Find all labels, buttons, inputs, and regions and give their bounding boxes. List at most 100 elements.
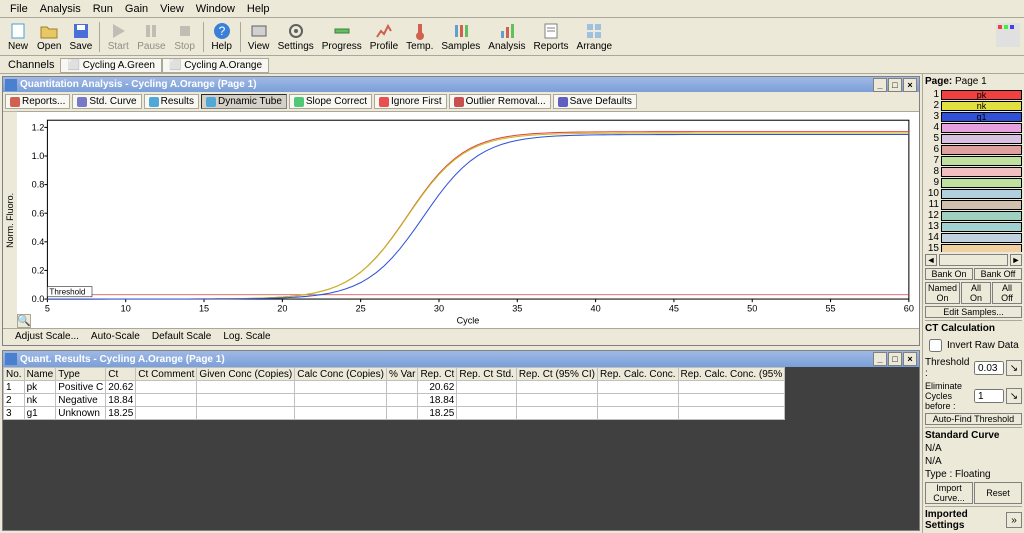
swatch-12[interactable]: 12 [925,210,1022,221]
menu-file[interactable]: File [4,1,34,17]
scale-btn-2[interactable]: Default Scale [152,331,211,342]
col-header[interactable]: Rep. Calc. Conc. (95% [678,368,785,381]
profile-button[interactable]: Profile [367,20,401,53]
amplification-chart[interactable]: 0.00.20.40.60.81.01.25101520253035404550… [17,112,919,328]
col-header[interactable]: % Var [386,368,418,381]
arrange-button[interactable]: Arrange [574,20,616,53]
col-header[interactable]: Ct [106,368,136,381]
close-button[interactable]: × [903,78,917,92]
maximize-button[interactable]: □ [888,78,902,92]
results-button[interactable]: Results [144,94,199,109]
swatch-8[interactable]: 8 [925,166,1022,177]
table-row[interactable]: 2nkNegative18.8418.84 [4,394,785,407]
col-header[interactable]: Rep. Calc. Conc. [597,368,678,381]
scroll-left-icon[interactable]: ◄ [925,254,937,266]
reset-button[interactable]: Reset [974,482,1022,504]
table-row[interactable]: 1pkPositive C20.6220.62 [4,381,785,394]
progress-button[interactable]: Progress [319,20,365,53]
results-table[interactable]: No.NameTypeCtCt CommentGiven Conc (Copie… [3,367,785,420]
scale-btn-0[interactable]: Adjust Scale... [15,331,79,342]
help-button[interactable]: ?Help [208,20,236,53]
reports-button[interactable]: Reports [531,20,572,53]
stdcurve-button[interactable]: Std. Curve [72,94,141,109]
samples-button[interactable]: Samples [438,20,483,53]
magnifier-icon[interactable]: 🔍 [17,314,31,328]
imported-expand-button[interactable]: » [1006,512,1022,528]
col-header[interactable]: Name [24,368,56,381]
swatch-7[interactable]: 7 [925,155,1022,166]
quant-titlebar[interactable]: Quantitation Analysis - Cycling A.Orange… [3,77,919,92]
new-button[interactable]: New [4,20,32,53]
pause-button: Pause [134,20,168,53]
swatch-6[interactable]: 6 [925,144,1022,155]
menu-view[interactable]: View [154,1,190,17]
named-on-button[interactable]: Named On [925,282,960,304]
swatch-9[interactable]: 9 [925,177,1022,188]
dyntube-button[interactable]: Dynamic Tube [201,94,287,109]
open-button[interactable]: Open [34,20,64,53]
menu-run[interactable]: Run [87,1,119,17]
reports-button[interactable]: Reports... [5,94,70,109]
import-curve-button[interactable]: Import Curve... [925,482,973,504]
channel-tab-1[interactable]: ⬜ Cycling A.Orange [162,58,269,73]
minimize-button[interactable]: _ [873,352,887,366]
bank-off-button[interactable]: Bank Off [974,268,1022,280]
scale-btn-1[interactable]: Auto-Scale [91,331,140,342]
col-header[interactable]: Rep. Ct [418,368,457,381]
temp-button[interactable]: Temp. [403,20,436,53]
table-row[interactable]: 3g1Unknown18.2518.25 [4,407,785,420]
eliminate-pick-button[interactable]: ↘ [1006,388,1022,404]
menu-gain[interactable]: Gain [119,1,154,17]
all-off-button[interactable]: All Off [992,282,1022,304]
channel-tab-0[interactable]: ⬜ Cycling A.Green [60,58,162,73]
scroll-right-icon[interactable]: ► [1010,254,1022,266]
stop-icon [175,21,195,41]
eliminate-input[interactable] [974,389,1004,403]
menu-window[interactable]: Window [190,1,241,17]
ignore-button[interactable]: Ignore First [374,94,447,109]
swatch-1[interactable]: 1pk [925,89,1022,100]
savedef-button[interactable]: Save Defaults [553,94,637,109]
all-on-button[interactable]: All On [961,282,991,304]
col-header[interactable]: Type [56,368,106,381]
edit-samples-button[interactable]: Edit Samples... [925,306,1022,318]
svg-text:25: 25 [356,303,366,313]
invert-raw-checkbox[interactable]: Invert Raw Data [925,336,1022,355]
col-header[interactable]: Rep. Ct Std. [457,368,516,381]
col-header[interactable]: Rep. Ct (95% CI) [516,368,597,381]
swatch-10[interactable]: 10 [925,188,1022,199]
maximize-button[interactable]: □ [888,352,902,366]
minimize-button[interactable]: _ [873,78,887,92]
swatch-5[interactable]: 5 [925,133,1022,144]
analysis-button[interactable]: Analysis [485,20,528,53]
outlier-button[interactable]: Outlier Removal... [449,94,551,109]
menu-analysis[interactable]: Analysis [34,1,87,17]
close-button[interactable]: × [903,352,917,366]
view-button[interactable]: View [245,20,273,53]
save-button[interactable]: Save [66,20,95,53]
slope-button[interactable]: Slope Correct [289,94,372,109]
swatch-11[interactable]: 11 [925,199,1022,210]
results-body: No.NameTypeCtCt CommentGiven Conc (Copie… [3,367,919,530]
results-titlebar[interactable]: Quant. Results - Cycling A.Orange (Page … [3,351,919,367]
threshold-pick-button[interactable]: ↘ [1006,360,1022,376]
menu-help[interactable]: Help [241,1,276,17]
settings-button[interactable]: Settings [275,20,317,53]
threshold-label: Threshold : [925,357,972,379]
col-header[interactable]: No. [4,368,25,381]
col-header[interactable]: Given Conc (Copies) [197,368,295,381]
swatch-2[interactable]: 2nk [925,100,1022,111]
swatch-4[interactable]: 4 [925,122,1022,133]
swatch-15[interactable]: 15 [925,243,1022,252]
svg-text:1.0: 1.0 [32,151,45,161]
swatch-3[interactable]: 3g1 [925,111,1022,122]
swatch-14[interactable]: 14 [925,232,1022,243]
side-panel: Page: Page 1 1pk2nk3g1456789101112131415… [922,74,1024,533]
col-header[interactable]: Ct Comment [136,368,197,381]
threshold-input[interactable] [974,361,1004,375]
bank-on-button[interactable]: Bank On [925,268,973,280]
autofind-button[interactable]: Auto-Find Threshold [925,413,1022,425]
scale-btn-3[interactable]: Log. Scale [223,331,270,342]
swatch-13[interactable]: 13 [925,221,1022,232]
col-header[interactable]: Calc Conc (Copies) [295,368,387,381]
